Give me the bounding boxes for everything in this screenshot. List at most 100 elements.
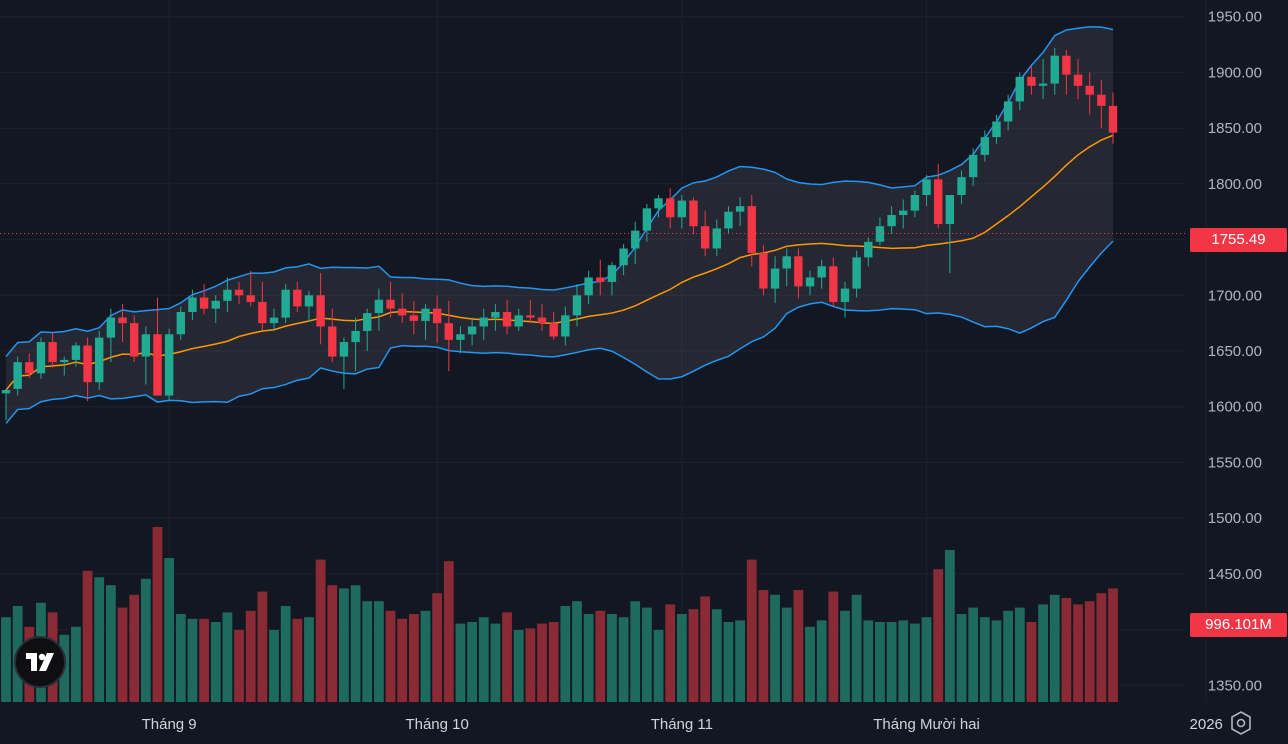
- settings-icon[interactable]: [1228, 710, 1254, 736]
- tradingview-logo-icon[interactable]: [14, 636, 66, 688]
- volume-bar: [350, 585, 361, 702]
- candle-body: [1027, 76, 1036, 86]
- volume-bar: [1038, 604, 1048, 702]
- volume-bar: [1096, 593, 1107, 702]
- volume-bar: [373, 601, 384, 702]
- candle: [141, 326, 151, 385]
- candle-body: [456, 334, 465, 340]
- candle-body: [968, 154, 978, 178]
- candle: [817, 259, 826, 289]
- volume-bar: [513, 630, 524, 702]
- volume-bar: [956, 614, 967, 702]
- volume-bar: [688, 609, 699, 702]
- candle: [654, 195, 663, 218]
- candle: [875, 217, 885, 246]
- candle-body: [957, 177, 966, 195]
- volume-bar: [304, 617, 314, 702]
- candle-body: [269, 317, 279, 324]
- candle: [700, 210, 710, 257]
- volume-bar: [653, 630, 664, 702]
- volume-bar: [944, 550, 955, 702]
- volume-bar: [828, 591, 839, 702]
- candle: [829, 257, 838, 307]
- volume-bar: [502, 612, 512, 702]
- volume-bar: [362, 601, 373, 702]
- volume-bar: [94, 577, 105, 702]
- candle-body: [817, 266, 826, 278]
- volume-bar: [432, 593, 443, 702]
- candle: [864, 237, 873, 267]
- candle: [840, 281, 850, 318]
- candle: [83, 337, 92, 402]
- candle: [677, 195, 687, 229]
- candle: [363, 308, 372, 351]
- candle: [619, 244, 628, 276]
- y-tick-label: 1650.00: [1208, 343, 1262, 360]
- y-tick-label: 1850.00: [1208, 120, 1262, 137]
- candle-body: [234, 289, 244, 296]
- candle: [199, 284, 209, 315]
- candle-body: [747, 206, 756, 253]
- candle-body: [829, 266, 838, 302]
- candle: [1027, 66, 1036, 95]
- volume-bar: [443, 561, 454, 702]
- candle-body: [654, 198, 663, 209]
- volume-bar: [175, 614, 186, 702]
- candle-body: [444, 323, 453, 340]
- volume-bar: [467, 622, 477, 702]
- candle-body: [1015, 76, 1024, 102]
- volume-bar: [875, 622, 885, 702]
- candle: [211, 295, 220, 324]
- candle: [153, 297, 162, 396]
- candle-body: [223, 289, 232, 301]
- candle: [281, 284, 290, 324]
- candle: [176, 306, 185, 340]
- candle: [805, 270, 815, 296]
- candle: [1015, 72, 1024, 111]
- candle: [339, 337, 349, 389]
- candle: [25, 353, 34, 378]
- candle-body: [1050, 55, 1059, 84]
- volume-bar: [560, 606, 571, 702]
- y-tick-label: 1350.00: [1208, 677, 1262, 694]
- volume-bar: [327, 585, 338, 702]
- volume-bar: [746, 559, 757, 702]
- candle-body: [71, 345, 81, 360]
- candle: [258, 281, 267, 331]
- candle: [782, 248, 791, 287]
- bollinger-fill: [6, 26, 1113, 424]
- candle-body: [875, 226, 885, 242]
- candle-body: [281, 289, 290, 318]
- candle: [526, 299, 535, 324]
- volume-bar: [583, 614, 594, 702]
- candle: [735, 197, 745, 227]
- candle-body: [386, 299, 395, 309]
- candle: [328, 308, 337, 363]
- candle: [164, 328, 174, 402]
- candle: [374, 288, 384, 331]
- volume-bar: [770, 594, 780, 702]
- volume-bar: [781, 607, 792, 702]
- candle: [502, 299, 512, 335]
- candle-body: [759, 252, 768, 289]
- bollinger-lower: [5, 240, 1114, 424]
- candle-body: [840, 288, 850, 302]
- candle-body: [211, 300, 220, 309]
- candle: [1038, 59, 1048, 100]
- candle: [770, 256, 780, 304]
- volume-bar: [525, 628, 536, 702]
- candle-body: [782, 256, 791, 269]
- x-tick-label: Tháng Mười hai: [873, 716, 980, 733]
- candle-body: [631, 230, 640, 249]
- candle: [1050, 47, 1059, 95]
- y-tick-label: 1550.00: [1208, 454, 1262, 471]
- gear-glyph: [1231, 711, 1251, 735]
- candle-body: [619, 248, 628, 266]
- candle-body: [887, 215, 896, 227]
- candle: [1, 388, 11, 421]
- candle: [514, 308, 523, 331]
- candle-body: [1062, 55, 1071, 75]
- candle-body: [1108, 105, 1118, 133]
